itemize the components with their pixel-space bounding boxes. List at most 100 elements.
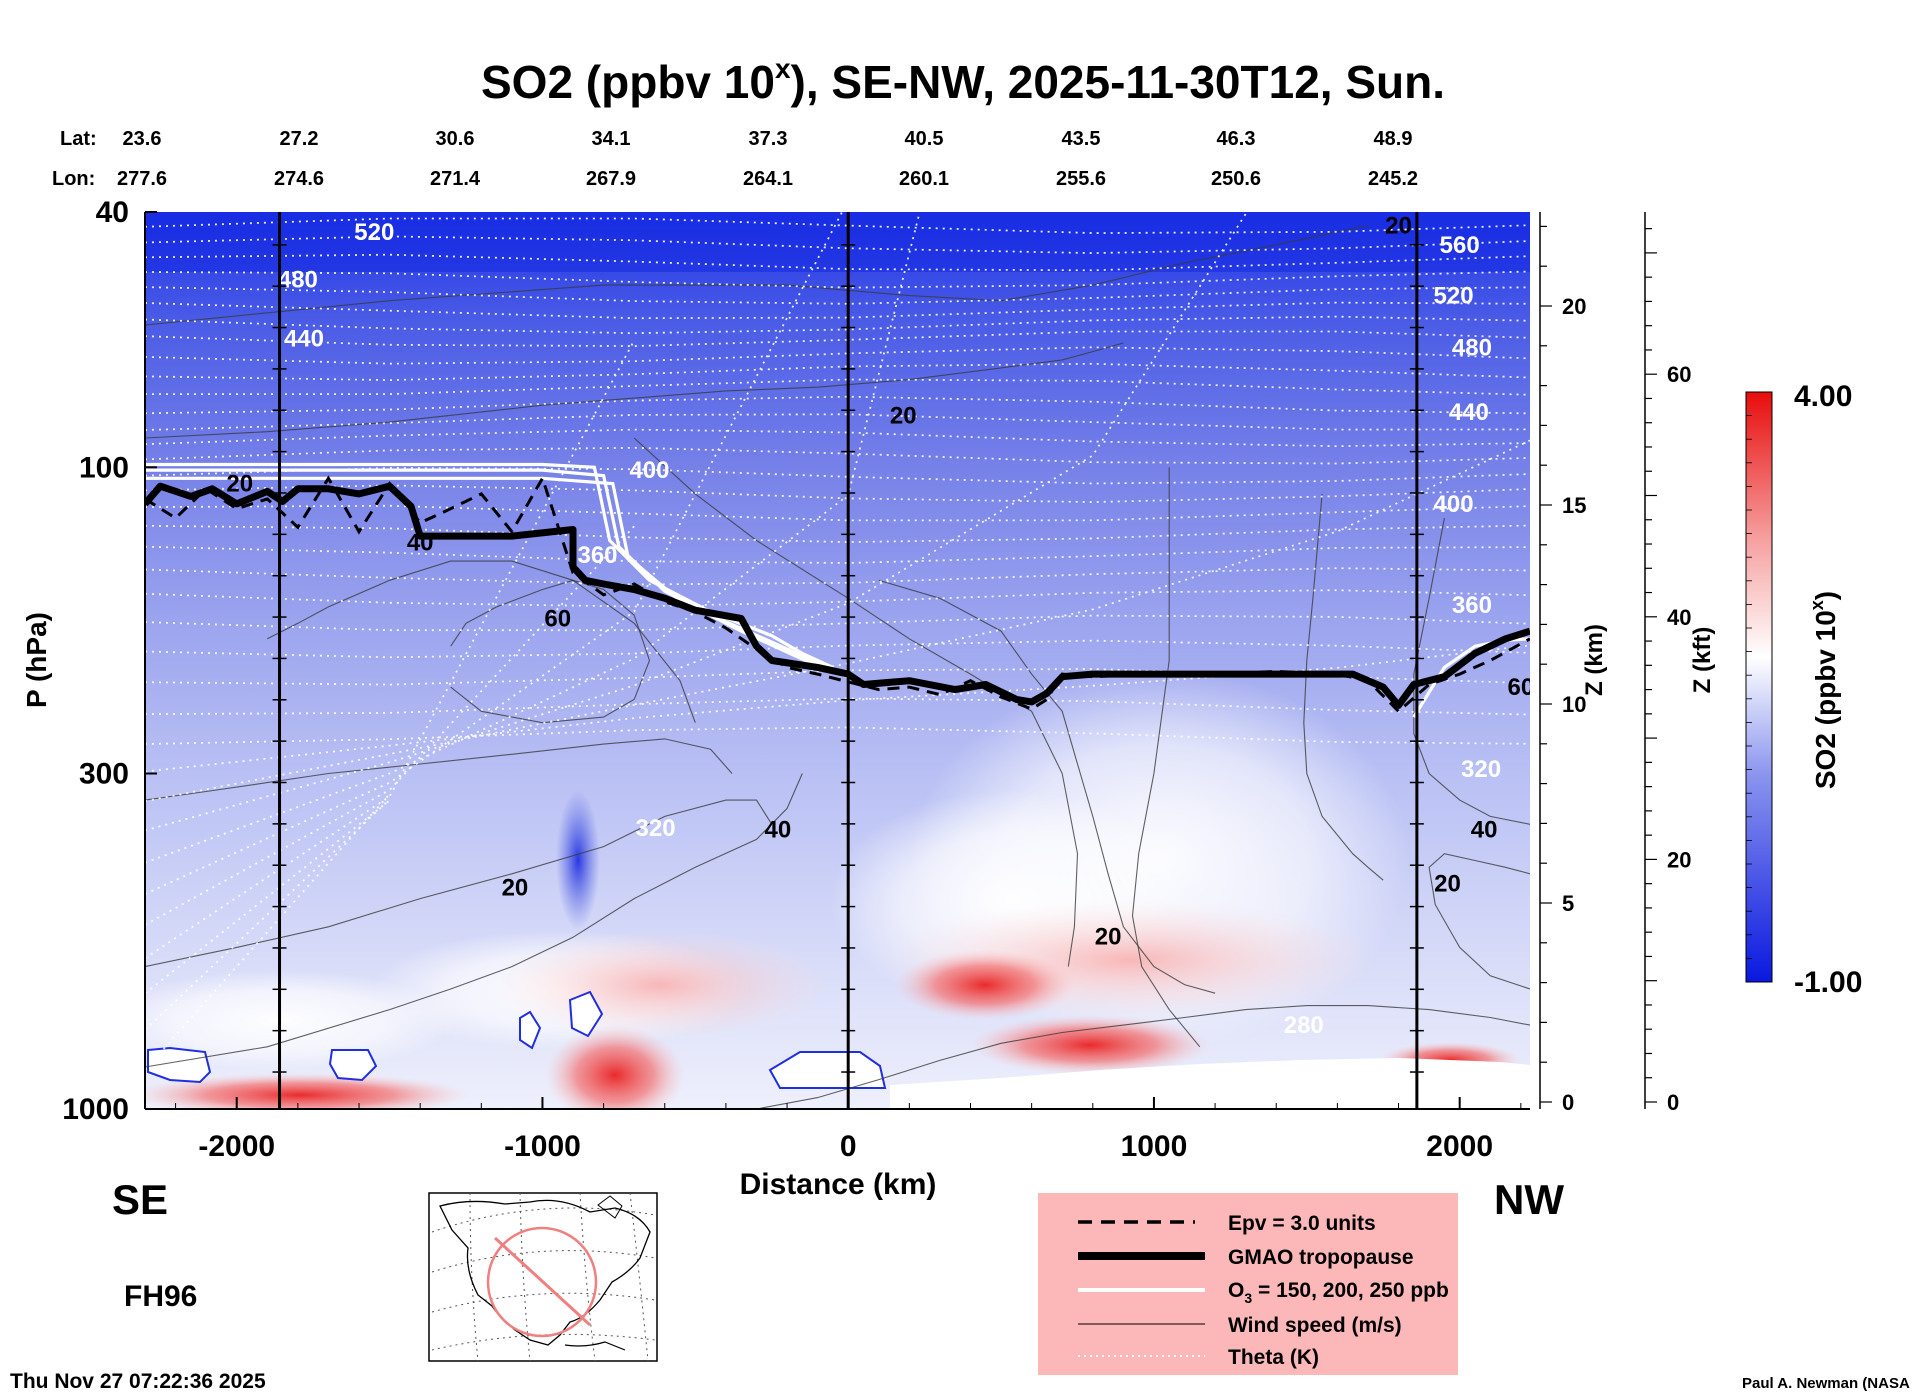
wind-contour-label: 60	[544, 605, 571, 632]
colorbar	[1745, 391, 1773, 983]
theta-labels: 520 480 440 400 360 320 560 520 480 440 400 360 320 2…	[278, 219, 1501, 1039]
nw-direction-label: NW	[1494, 1176, 1564, 1223]
x-tick-label: 0	[840, 1130, 857, 1163]
wind-labels: 20 40 60 20 20 60 40 40 20 20 20	[226, 213, 1534, 951]
colorbar-label-main: SO2 (ppbv 10	[1810, 610, 1841, 789]
y-tick-label: 100	[79, 451, 129, 484]
legend-ozone-label: O3 = 150, 200, 250 ppb	[1228, 1279, 1449, 1306]
lat-label: 37.3	[749, 128, 788, 150]
z-km-tick-label: 10	[1562, 692, 1586, 717]
theta-contour-label: 320	[636, 815, 676, 842]
so2-pink-region-1	[490, 930, 830, 1040]
y-axis-label: P (hPa)	[21, 612, 52, 708]
theta-contour-label: 480	[1452, 334, 1492, 361]
credit: Paul A. Newman (NASA	[1742, 1375, 1910, 1392]
lon-label: 250.6	[1211, 168, 1261, 190]
theta-contour-label: 440	[284, 326, 324, 353]
z-kft-tick-label: 0	[1667, 1090, 1679, 1115]
so2-red-region-3	[545, 1025, 685, 1109]
wind-contour-line	[878, 579, 1216, 994]
ozone-contour-line	[145, 468, 840, 673]
wind-contour-label: 40	[407, 530, 434, 557]
lon-label: 271.4	[430, 168, 481, 190]
theta-contour-line	[145, 212, 1248, 832]
lon-label: 260.1	[899, 168, 949, 190]
epv-line	[145, 474, 1530, 714]
legend-theta-label: Theta (K)	[1228, 1346, 1319, 1369]
so2-blue-plume	[556, 790, 600, 930]
theta-contour-line	[145, 339, 635, 959]
wind-contour-label: 60	[1507, 674, 1534, 701]
z-km-tick-label: 5	[1562, 891, 1574, 916]
wind-contour-line	[1413, 517, 1530, 825]
wind-contour-line	[633, 437, 1079, 967]
legend-ozone-label-sub: 3	[1244, 1290, 1252, 1306]
x-tick-label: -2000	[198, 1130, 275, 1163]
map-domain-circle	[486, 1226, 598, 1338]
lon-row-label: Lon:	[52, 168, 95, 190]
colorbar-label: SO2 (ppbv 10x)	[1807, 591, 1841, 789]
colorbar-min-label: -1.00	[1794, 966, 1862, 999]
colorbar-label-sup: x	[1807, 600, 1827, 610]
north-america-map	[428, 1192, 658, 1362]
lon-label: 277.6	[117, 168, 167, 190]
plot-area: 5204804404003603205605204804404003603202…	[145, 212, 1534, 1109]
y-tick-label: 300	[79, 757, 129, 790]
so2-red-region-1	[895, 950, 1075, 1020]
colorbar-max-label: 4.00	[1794, 380, 1852, 413]
gmao-tropopause-line	[145, 482, 1530, 709]
se-direction-label: SE	[112, 1176, 168, 1223]
z-kft-tick-label: 40	[1667, 605, 1691, 630]
legend-ozone-label-rest: = 150, 200, 250 ppb	[1252, 1279, 1449, 1302]
theta-contour-line	[145, 799, 391, 995]
wind-contour-line	[145, 799, 773, 968]
epv-dashed-line	[145, 474, 1530, 714]
map-section-path	[493, 1236, 592, 1327]
legend: Epv = 3.0 units GMAO tropopause O3 = 150…	[1038, 1193, 1458, 1375]
colorbar-ticks	[1746, 391, 1752, 983]
theta-contour-line	[145, 212, 844, 895]
wind-contour-line	[145, 773, 803, 1068]
z-kft-axis-label: Z (kft)	[1689, 627, 1716, 694]
y-axis: 40 100 300 1000	[62, 196, 157, 1126]
lon-label: 255.6	[1056, 168, 1106, 190]
theta-contour-line	[145, 525, 635, 926]
theta-contour-label: 320	[1461, 756, 1501, 783]
z-km-axis-label: Z (km)	[1581, 624, 1608, 696]
lon-label: 267.9	[586, 168, 636, 190]
so2-upper-dark-band	[145, 212, 1530, 272]
wind-contour-line	[1303, 493, 1384, 881]
title-superscript: x	[775, 53, 791, 84]
wind-contour-label: 40	[1471, 817, 1498, 844]
wind-contour-line	[1131, 467, 1201, 1048]
x-tick-label: 1000	[1121, 1130, 1188, 1163]
theta-contour-label: 520	[1434, 283, 1474, 310]
ozone-contour-line	[145, 462, 834, 669]
y-tick-label: 1000	[62, 1093, 129, 1126]
theta-contour-label: 520	[354, 219, 394, 246]
wind-contour-label: 20	[502, 875, 529, 902]
x-tick-label: -1000	[504, 1130, 581, 1163]
forecast-hour: FH96	[124, 1280, 197, 1313]
z-km-tick-label: 15	[1562, 493, 1586, 518]
lon-label: 264.1	[743, 168, 793, 190]
tropopause-line	[145, 482, 1530, 709]
chart-title: SO2 (ppbv 10x), SE-NW, 2025-11-30T12, Su…	[481, 53, 1445, 108]
wind-contour-label: 20	[1095, 923, 1122, 950]
ozone-contours	[145, 462, 1530, 718]
wind-contour-line	[756, 1005, 1530, 1109]
wind-contour-line	[145, 738, 733, 801]
z-kft-axis: 0 20 40 60	[1644, 212, 1691, 1115]
wind-contour-label: 40	[765, 817, 792, 844]
theta-contour-label: 360	[577, 542, 617, 569]
wind-contour-label: 20	[1434, 870, 1461, 897]
terrain-region	[890, 1058, 1530, 1109]
lat-label: 34.1	[592, 128, 631, 150]
lon-label: 274.6	[274, 168, 324, 190]
z-km-tick-label: 0	[1562, 1090, 1574, 1115]
lon-label: 245.2	[1368, 168, 1418, 190]
so2-white-region-4	[145, 970, 460, 1070]
y-tick-label: 40	[96, 196, 129, 229]
wind-contour-label: 20	[226, 471, 253, 498]
